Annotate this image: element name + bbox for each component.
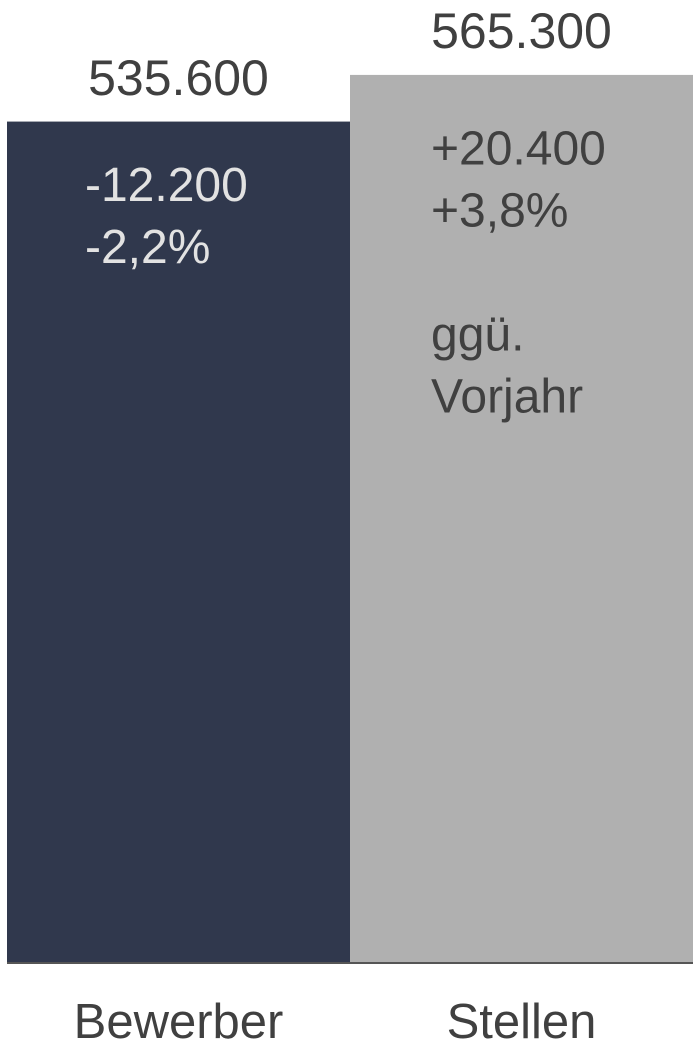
- bar: [7, 121, 350, 964]
- x-tick-label: Bewerber: [74, 995, 284, 1049]
- annotation: -12.200: [85, 159, 248, 212]
- value-label: 535.600: [88, 50, 269, 106]
- annotation: ggü.: [431, 309, 524, 362]
- x-tick-label: Stellen: [447, 995, 597, 1049]
- annotation: +3,8%: [431, 185, 568, 238]
- value-label: 565.300: [431, 3, 612, 59]
- annotation: Vorjahr: [431, 371, 583, 424]
- annotation: -2,2%: [85, 221, 210, 274]
- annotation: +20.400: [431, 123, 606, 176]
- bar: [350, 74, 693, 963]
